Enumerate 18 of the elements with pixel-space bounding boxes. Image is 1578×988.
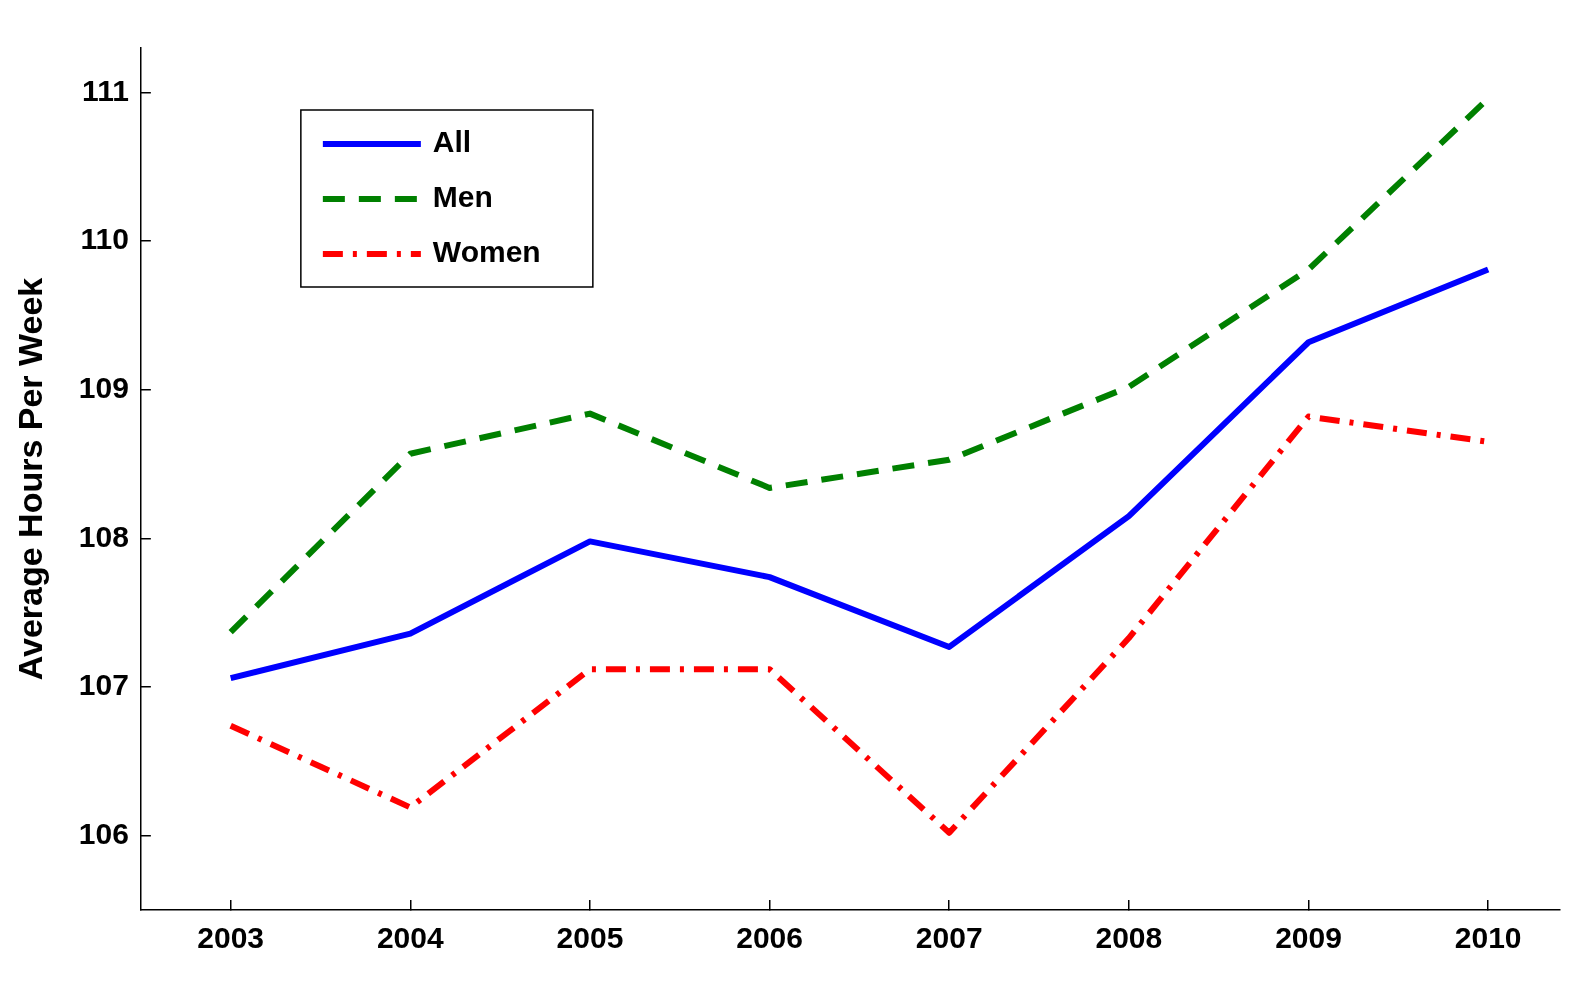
y-tick-label: 107 bbox=[78, 668, 129, 702]
legend-label: Men bbox=[432, 180, 493, 214]
x-tick-label: 2010 bbox=[1454, 921, 1522, 955]
x-tick-label: 2006 bbox=[736, 921, 803, 955]
y-tick-label: 106 bbox=[78, 816, 129, 850]
legend-label: Women bbox=[432, 235, 541, 269]
x-tick-label: 2009 bbox=[1275, 921, 1342, 955]
y-axis-title: Average Hours Per Week bbox=[10, 277, 49, 681]
legend-label: All bbox=[432, 125, 472, 159]
x-tick-label: 2003 bbox=[197, 921, 265, 955]
x-tick-label: 2005 bbox=[556, 921, 624, 955]
x-tick-label: 2007 bbox=[915, 921, 983, 955]
y-tick-label: 110 bbox=[80, 222, 129, 256]
x-tick-label: 2004 bbox=[376, 921, 444, 955]
y-tick-label: 108 bbox=[78, 519, 129, 553]
y-tick-label: 111 bbox=[82, 73, 129, 107]
y-tick-label: 109 bbox=[78, 371, 129, 405]
x-tick-label: 2008 bbox=[1095, 921, 1163, 955]
